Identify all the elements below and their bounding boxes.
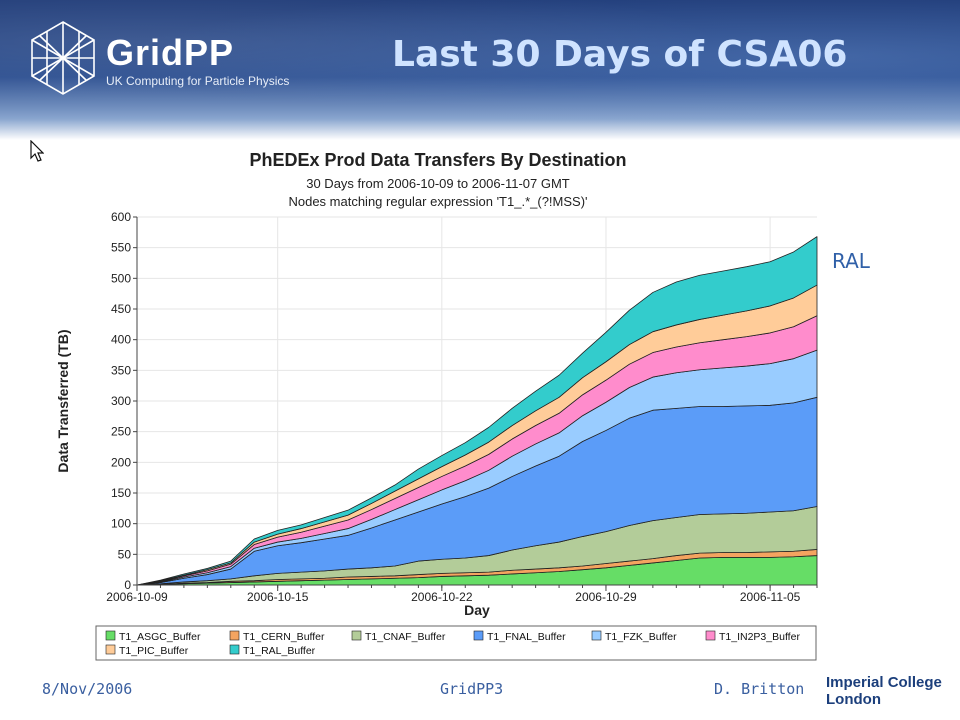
legend-swatch <box>229 644 240 655</box>
legend-label: T1_IN2P3_Buffer <box>719 631 800 643</box>
legend-label: T1_RAL_Buffer <box>243 645 316 657</box>
footer-author: D. Britton <box>714 680 805 698</box>
legend-swatch <box>351 630 362 641</box>
x-tick-label: 2006-10-15 <box>247 590 309 604</box>
gridpp-logo-icon <box>31 21 95 95</box>
y-tick-label: 400 <box>111 333 131 347</box>
y-tick-label: 600 <box>111 210 131 224</box>
ral-annotation: RAL <box>832 249 870 273</box>
stacked-area-chart: PhEDEx Prod Data Transfers By Destinatio… <box>55 150 818 661</box>
legend-swatch <box>105 644 116 655</box>
institution-line-2: London <box>826 691 881 708</box>
legend-label: T1_CNAF_Buffer <box>365 631 446 643</box>
x-tick-label: 2006-11-05 <box>740 590 801 604</box>
x-tick-label: 2006-10-22 <box>411 590 473 604</box>
legend-swatch <box>105 630 116 641</box>
x-tick-label: 2006-10-09 <box>106 590 168 604</box>
legend-swatch <box>473 630 484 641</box>
legend-swatch <box>229 630 240 641</box>
legend-label: T1_PIC_Buffer <box>119 645 189 657</box>
legend-label: T1_CERN_Buffer <box>243 631 325 643</box>
logo-text: GridPP <box>106 32 235 73</box>
legend-label: T1_FZK_Buffer <box>605 631 677 643</box>
title-banner <box>0 0 960 140</box>
y-tick-label: 300 <box>111 394 131 408</box>
series-area-t1-ral-buffer <box>136 236 818 586</box>
footer-event: GridPP3 <box>440 680 504 698</box>
y-tick-label: 200 <box>111 455 131 469</box>
legend-swatch <box>591 630 602 641</box>
y-tick-label: 0 <box>124 578 131 592</box>
chart-panel: PhEDEx Prod Data Transfers By Destinatio… <box>30 140 838 664</box>
x-tick-label: 2006-10-29 <box>575 590 637 604</box>
chart-subtitle-2: Nodes matching regular expression 'T1_.*… <box>288 194 587 209</box>
y-tick-label: 250 <box>111 425 131 439</box>
y-tick-label: 150 <box>111 486 131 500</box>
legend-label: T1_FNAL_Buffer <box>487 631 566 643</box>
legend-box <box>95 625 817 661</box>
chart-subtitle: 30 Days from 2006-10-09 to 2006-11-07 GM… <box>306 176 570 191</box>
legend-label: T1_ASGC_Buffer <box>119 631 201 643</box>
slide-title: Last 30 Days of CSA06 <box>392 34 848 75</box>
legend: T1_ASGC_Buffer T1_CERN_Buffer T1_CNAF_Buff… <box>95 625 817 661</box>
y-tick-label: 350 <box>111 363 131 377</box>
chart-title: PhEDEx Prod Data Transfers By Destinatio… <box>249 150 626 170</box>
logo-subtitle: UK Computing for Particle Physics <box>106 74 290 88</box>
legend-swatch <box>705 630 716 641</box>
y-tick-label: 500 <box>111 271 131 285</box>
mouse-pointer-icon <box>30 140 44 162</box>
y-tick-label: 100 <box>111 517 131 531</box>
y-tick-label: 50 <box>118 547 132 561</box>
institution-logo: Imperial College London <box>826 674 942 708</box>
footer-date: 8/Nov/2006 <box>42 680 133 698</box>
x-axis-label: Day <box>464 602 490 618</box>
y-axis-label: Data Transferred (TB) <box>55 329 71 472</box>
axes: 0 50 100 150 200 250 300 350 400 450 500 550 600 2006… <box>106 210 818 604</box>
institution-line-1: Imperial College <box>826 674 942 691</box>
series-areas <box>136 236 818 586</box>
y-tick-label: 550 <box>111 241 131 255</box>
y-tick-label: 450 <box>111 302 131 316</box>
